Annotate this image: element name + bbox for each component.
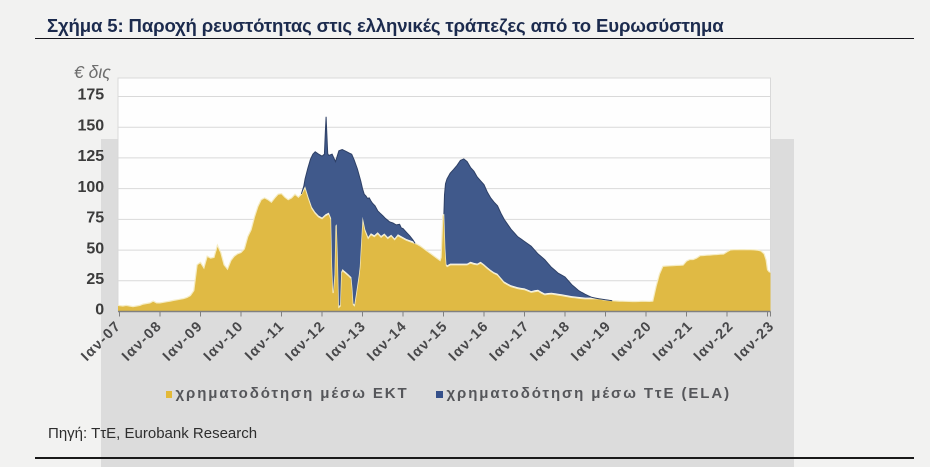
svg-text:25: 25 <box>86 271 104 288</box>
svg-text:Ιαν-14: Ιαν-14 <box>364 318 411 365</box>
svg-text:Ιαν-18: Ιαν-18 <box>527 318 574 365</box>
svg-text:50: 50 <box>86 240 104 257</box>
svg-text:150: 150 <box>77 117 104 134</box>
svg-text:75: 75 <box>86 210 104 227</box>
svg-text:Ιαν-23: Ιαν-23 <box>732 318 779 365</box>
svg-text:100: 100 <box>77 179 104 196</box>
svg-text:Ιαν-19: Ιαν-19 <box>568 318 615 365</box>
svg-text:Ιαν-08: Ιαν-08 <box>119 318 166 365</box>
svg-text:175: 175 <box>77 87 104 104</box>
svg-text:Ιαν-11: Ιαν-11 <box>242 318 288 364</box>
svg-text:Ιαν-22: Ιαν-22 <box>691 318 738 365</box>
svg-text:Ιαν-13: Ιαν-13 <box>323 318 370 365</box>
svg-text:0: 0 <box>95 302 104 319</box>
svg-text:Ιαν-09: Ιαν-09 <box>160 318 207 365</box>
svg-text:Ιαν-10: Ιαν-10 <box>201 318 248 365</box>
svg-text:Ιαν-20: Ιαν-20 <box>609 318 656 365</box>
svg-text:Ιαν-17: Ιαν-17 <box>487 318 534 365</box>
svg-text:Ιαν-07: Ιαν-07 <box>78 318 125 365</box>
svg-text:Ιαν-12: Ιαν-12 <box>282 318 329 365</box>
svg-text:125: 125 <box>77 148 104 165</box>
svg-text:Ιαν-16: Ιαν-16 <box>446 318 493 365</box>
svg-text:Ιαν-15: Ιαν-15 <box>405 318 452 365</box>
svg-text:Ιαν-21: Ιαν-21 <box>650 318 697 365</box>
